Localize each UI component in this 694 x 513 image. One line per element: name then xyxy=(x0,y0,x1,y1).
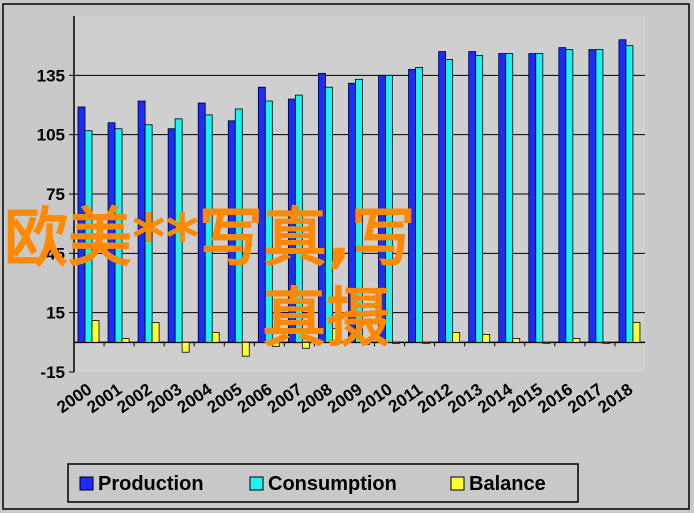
bar-balance xyxy=(542,341,551,344)
bar-consumption xyxy=(625,45,634,343)
plot-area xyxy=(69,16,645,373)
chart-frame xyxy=(2,3,690,510)
bar-consumption xyxy=(325,86,333,343)
bar-balance xyxy=(422,341,430,344)
legend-box xyxy=(67,463,579,503)
bar-consumption xyxy=(565,49,574,343)
bar-consumption xyxy=(294,94,303,343)
bar-balance xyxy=(332,328,340,343)
bar-production xyxy=(438,51,447,343)
y-axis-tick-labels: -15 15 45 75 105 135 xyxy=(37,66,65,382)
bar-balance xyxy=(271,341,280,347)
bar-balance xyxy=(512,337,521,343)
bar-balance xyxy=(121,337,130,343)
bar-production xyxy=(618,39,627,343)
bar-production xyxy=(588,49,597,343)
y-tick-label: -15 xyxy=(40,363,65,382)
y-tick-label: 45 xyxy=(46,244,65,263)
bar-consumption xyxy=(535,53,544,343)
bar-consumption xyxy=(355,78,363,343)
bar-balance xyxy=(151,322,160,343)
legend-swatch-production xyxy=(79,476,94,491)
bar-consumption xyxy=(84,130,93,343)
bar-balance xyxy=(632,322,641,343)
bar-production xyxy=(468,51,477,343)
overlay-watermark-text: 欧美**写真,写 真摄 xyxy=(4,202,415,356)
overlay-text-line2: 真摄 xyxy=(262,282,390,356)
bar-balance xyxy=(181,341,190,353)
bar-consumption xyxy=(385,74,393,343)
overlay-text-line1: 欧美**写真,写 xyxy=(4,202,415,276)
bar-consumption xyxy=(415,67,423,343)
legend-label-production: Production xyxy=(98,473,204,495)
bar-consumption xyxy=(174,118,183,343)
legend-swatch-consumption xyxy=(249,476,264,491)
bar-consumption xyxy=(475,55,484,343)
legend: Production Consumption Balance xyxy=(67,463,579,503)
bar-balance xyxy=(572,337,581,343)
bar-balance xyxy=(392,341,400,344)
y-tick-label: 75 xyxy=(46,185,65,204)
bar-consumption xyxy=(505,53,514,343)
bar-balance xyxy=(211,332,220,343)
y-tick-label: 135 xyxy=(37,66,65,85)
bar-production xyxy=(558,47,567,343)
legend-swatch-balance xyxy=(450,476,465,491)
y-tick-label: 105 xyxy=(37,126,65,145)
bar-balance xyxy=(482,334,491,343)
y-tick-label: 15 xyxy=(46,304,65,323)
bar-balance xyxy=(241,341,250,357)
bar-consumption xyxy=(445,59,454,343)
bar-balance xyxy=(602,341,611,344)
bar-consumption xyxy=(234,108,243,343)
bar-balance xyxy=(362,341,370,345)
bar-production xyxy=(528,53,537,343)
legend-label-balance: Balance xyxy=(469,473,546,495)
bar-consumption xyxy=(204,114,213,343)
bar-consumption xyxy=(114,128,123,343)
bar-balance xyxy=(301,341,310,349)
bar-consumption xyxy=(264,100,273,343)
bar-consumption xyxy=(144,124,153,343)
bar-consumption xyxy=(595,49,604,343)
bar-balance xyxy=(91,320,100,343)
bar-balance xyxy=(452,332,461,343)
bar-production xyxy=(498,53,507,343)
legend-label-consumption: Consumption xyxy=(268,473,397,495)
